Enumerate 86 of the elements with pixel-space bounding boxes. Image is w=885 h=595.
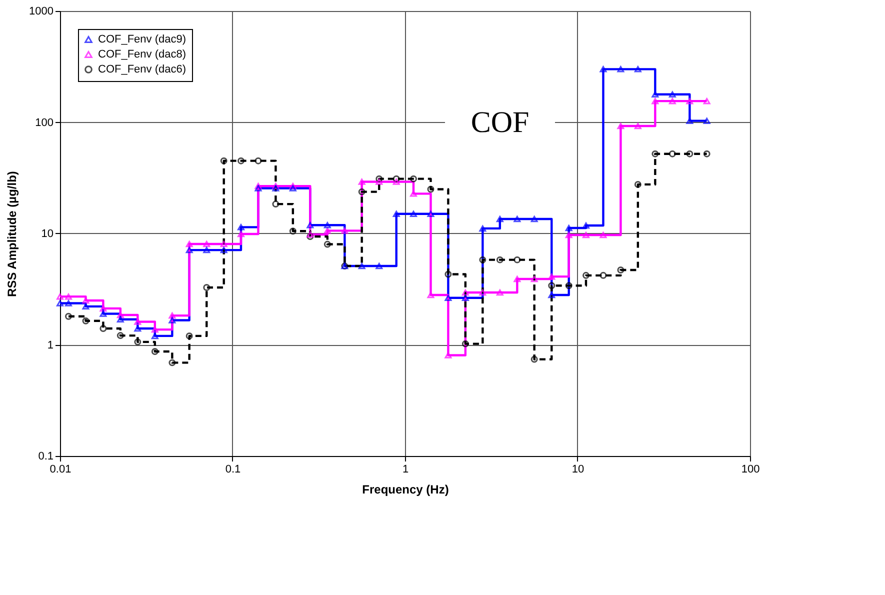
point: [168, 312, 176, 319]
point: [582, 232, 590, 238]
legend-label: COF_Fenv (dac6): [98, 64, 186, 76]
point: [427, 292, 434, 298]
y-tick-label: 0.1: [38, 450, 54, 462]
point: [514, 216, 521, 222]
point: [668, 91, 676, 98]
legend-label: COF_Fenv (dac9): [98, 34, 186, 46]
point: [82, 297, 90, 304]
point: [617, 66, 624, 72]
point: [410, 190, 417, 197]
point: [496, 289, 504, 296]
point: [220, 246, 228, 254]
x-tick-label: 0.1: [225, 464, 241, 476]
point: [100, 310, 107, 317]
point: [530, 276, 538, 282]
point: [203, 246, 210, 254]
y-axis-title: RSS Amplitude (µg/lb): [5, 171, 20, 297]
point: [358, 262, 366, 270]
point: [168, 317, 176, 324]
point: [151, 332, 158, 340]
point: [220, 240, 228, 248]
y-tick-label: 10: [41, 228, 54, 240]
point: [617, 122, 624, 130]
point: [116, 312, 124, 318]
point: [462, 294, 469, 301]
point: [116, 316, 124, 323]
x-tick-label: 1: [402, 464, 409, 476]
point: [392, 210, 400, 218]
point: [65, 293, 72, 300]
point: [652, 91, 659, 98]
point: [565, 232, 572, 238]
point: [186, 246, 193, 254]
point: [634, 122, 642, 130]
point: [134, 325, 142, 332]
point: [427, 210, 434, 218]
point: [479, 225, 486, 232]
point: [703, 118, 710, 124]
point: [134, 318, 142, 325]
point: [358, 178, 366, 185]
annotation: COF: [470, 106, 530, 139]
point: [600, 66, 607, 72]
point: [65, 300, 72, 306]
point: [341, 228, 348, 234]
y-tick-label: 1: [47, 339, 54, 352]
point: [289, 185, 296, 192]
y-tick-label: 100: [35, 116, 54, 129]
point: [600, 232, 607, 238]
point: [530, 216, 538, 222]
point: [254, 185, 262, 192]
point: [462, 289, 469, 296]
x-tick-label: 100: [741, 464, 760, 476]
point: [479, 289, 486, 296]
point: [82, 303, 90, 310]
point: [324, 228, 331, 234]
point: [668, 98, 676, 104]
point: [272, 185, 280, 192]
y-tick-label: 1000: [29, 6, 54, 18]
x-tick-label: 10: [572, 464, 584, 476]
point: [686, 98, 694, 104]
x-axis-title: Frequency (Hz): [362, 482, 449, 496]
point: [444, 294, 452, 301]
point: [376, 262, 383, 270]
point: [100, 305, 107, 312]
point: [238, 230, 244, 238]
point: [686, 118, 694, 124]
point: [238, 224, 244, 230]
point: [496, 216, 504, 222]
point: [703, 98, 710, 104]
point: [582, 222, 590, 229]
point: [203, 240, 210, 248]
point: [376, 178, 383, 185]
point: [514, 276, 521, 282]
x-tick-label: 0.01: [50, 464, 72, 476]
point: [652, 98, 659, 104]
point: [392, 178, 400, 185]
point: [634, 66, 642, 72]
point: [186, 240, 193, 248]
point: [410, 210, 417, 218]
point: [306, 222, 314, 228]
legend-label: COF_Fenv (dac8): [98, 48, 186, 60]
point: [548, 292, 556, 298]
point: [444, 352, 452, 358]
point: [565, 224, 572, 232]
point: [151, 326, 158, 333]
point: [324, 222, 331, 228]
